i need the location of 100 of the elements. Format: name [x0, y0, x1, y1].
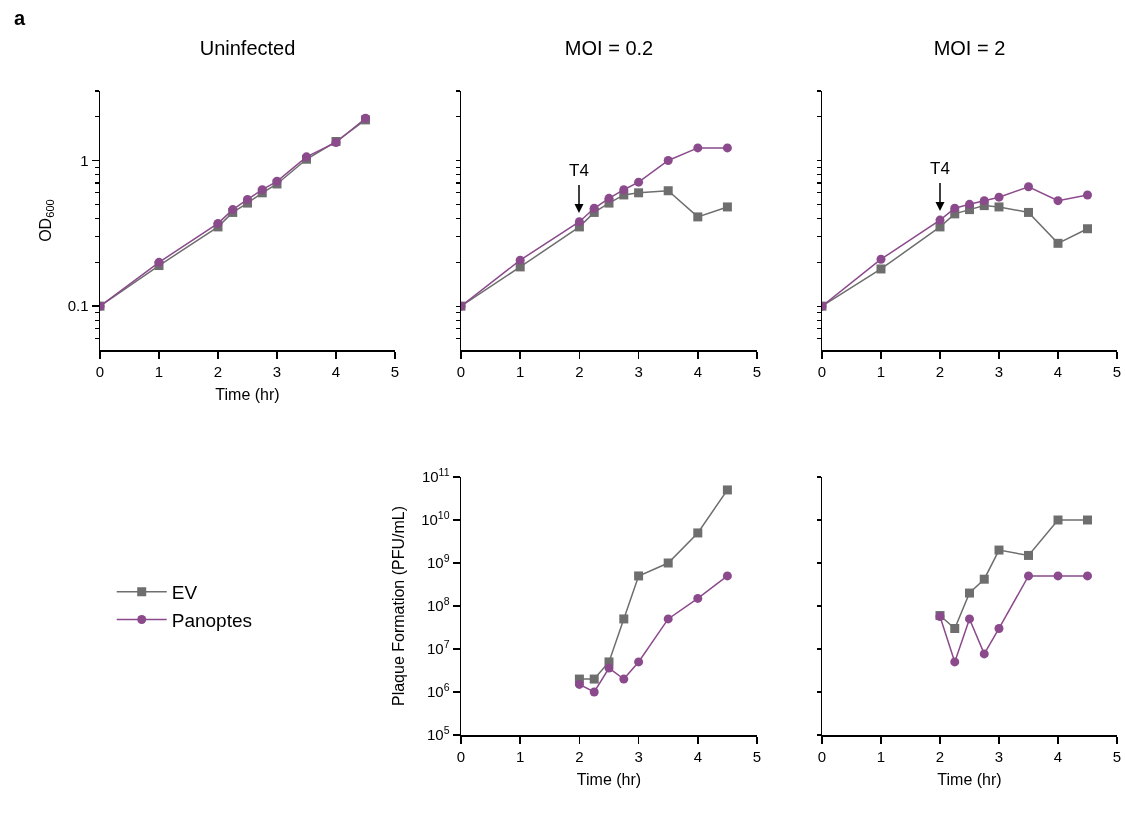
point	[1024, 550, 1033, 560]
point	[634, 177, 644, 187]
point	[589, 674, 599, 684]
point	[243, 194, 252, 204]
point	[979, 574, 989, 584]
x-tick-label: 4	[1053, 362, 1063, 380]
point	[604, 193, 614, 203]
point	[1024, 207, 1033, 217]
point	[663, 156, 673, 165]
y-tick-label: 10$^{7}$	[426, 637, 450, 658]
x-tick-label: 0	[95, 362, 105, 380]
x-tick-label: 1	[154, 362, 164, 380]
y-tick-label: 10$^{6}$	[426, 680, 450, 701]
point	[634, 657, 644, 667]
y-axis-title: Plaque Formation (PFU/mL)	[390, 505, 408, 707]
point	[634, 188, 644, 198]
point	[994, 192, 1004, 202]
point	[663, 186, 673, 196]
point	[1083, 190, 1092, 200]
point	[693, 593, 703, 603]
point	[589, 203, 599, 213]
x-tick-label: 3	[994, 747, 1004, 765]
point	[1083, 515, 1092, 525]
chart-title: MOI = 0.2	[564, 37, 654, 59]
point	[604, 663, 614, 673]
x-tick-label: 3	[272, 362, 282, 380]
x-axis-title: Time (hr)	[215, 385, 280, 403]
x-tick-label: 0	[456, 362, 466, 380]
y-tick-label: 10$^{5}$	[426, 723, 450, 744]
x-tick-label: 2	[935, 362, 945, 380]
x-tick-label: 3	[634, 747, 643, 765]
x-axis-title: Time (hr)	[576, 770, 642, 788]
point	[979, 196, 989, 206]
x-tick-label: 4	[331, 362, 341, 380]
point	[722, 143, 732, 153]
point	[994, 545, 1004, 555]
x-tick-label: 2	[213, 362, 223, 380]
x-tick-label: 2	[935, 747, 945, 765]
legend-label: EV	[171, 582, 198, 604]
annotation: T4	[930, 159, 950, 178]
x-tick-label: 5	[1112, 362, 1122, 380]
x-tick-label: 0	[817, 362, 827, 380]
point	[965, 588, 974, 598]
point	[515, 255, 525, 265]
point	[1053, 515, 1063, 525]
point	[1083, 571, 1092, 581]
point	[213, 218, 223, 228]
x-tick-label: 5	[752, 362, 762, 380]
point	[1024, 182, 1033, 192]
point	[589, 687, 599, 697]
point	[1024, 571, 1033, 581]
x-tick-label: 3	[634, 362, 643, 380]
point	[1053, 238, 1063, 248]
chart-title: MOI = 2	[933, 37, 1006, 59]
point	[1053, 571, 1063, 581]
x-axis-title: Time (hr)	[937, 770, 1002, 788]
point	[950, 623, 960, 633]
point	[154, 257, 164, 267]
point	[950, 203, 960, 213]
x-tick-label: 1	[876, 747, 886, 765]
point	[693, 143, 703, 153]
point	[619, 614, 629, 624]
point	[994, 202, 1004, 212]
x-tick-label: 1	[516, 747, 525, 765]
x-tick-label: 1	[516, 362, 525, 380]
point	[574, 217, 584, 227]
point	[634, 571, 644, 581]
point	[1083, 224, 1092, 234]
point	[574, 679, 584, 689]
point	[722, 202, 732, 212]
point	[722, 571, 732, 581]
point	[619, 185, 629, 195]
point	[876, 254, 886, 264]
point	[693, 212, 703, 222]
x-tick-label: 4	[693, 747, 702, 765]
x-tick-label: 4	[693, 362, 702, 380]
point	[979, 649, 989, 659]
x-tick-label: 5	[1112, 747, 1122, 765]
y-tick-label: 10$^{8}$	[426, 594, 450, 615]
y-tick-label: 10$^{11}$	[421, 465, 450, 486]
legend-label: Panoptes	[171, 609, 253, 631]
point	[722, 485, 732, 495]
y-tick-label: 10$^{9}$	[426, 551, 450, 572]
point	[693, 528, 703, 538]
point	[965, 614, 974, 624]
x-tick-label: 0	[817, 747, 827, 765]
point	[950, 657, 960, 667]
point	[1053, 196, 1063, 206]
point	[663, 614, 673, 624]
x-tick-label: 4	[1053, 747, 1063, 765]
y-tick-label: 0.1	[67, 297, 89, 315]
point	[994, 623, 1004, 633]
point	[619, 674, 629, 684]
x-tick-label: 2	[575, 362, 584, 380]
text: a	[14, 7, 26, 29]
point	[935, 215, 945, 225]
x-tick-label: 3	[994, 362, 1004, 380]
x-tick-label: 1	[876, 362, 886, 380]
chart-title: Uninfected	[199, 37, 296, 59]
x-tick-label: 5	[752, 747, 762, 765]
